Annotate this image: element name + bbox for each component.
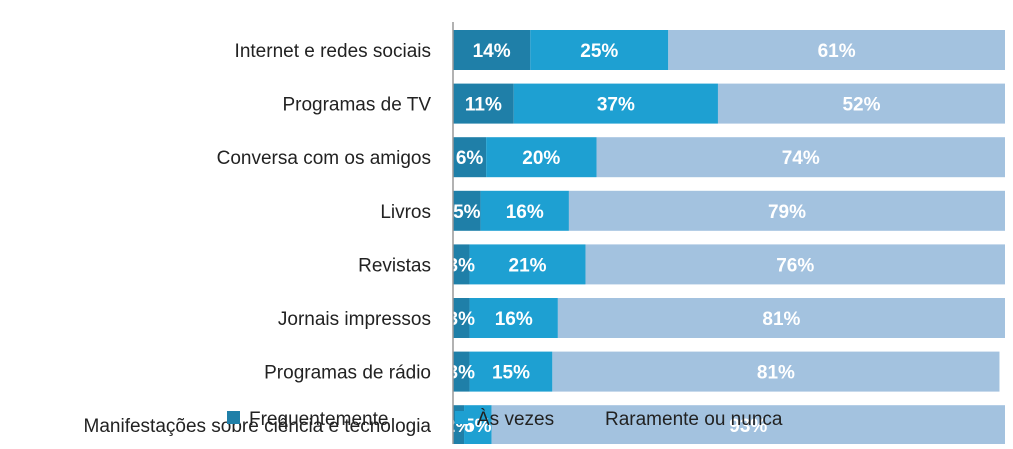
legend-item: Às vezes xyxy=(455,409,554,430)
data-label: 81% xyxy=(757,363,795,384)
legend-item: Frequentemente xyxy=(227,409,388,430)
data-label: 93% xyxy=(729,416,767,437)
data-label: 76% xyxy=(776,255,814,276)
legend-swatch xyxy=(583,411,596,424)
data-label: 25% xyxy=(580,41,618,62)
category-label: Revistas xyxy=(358,255,431,276)
category-label: Programas de rádio xyxy=(264,363,431,384)
bar-segment xyxy=(513,83,718,124)
bar-segment xyxy=(453,244,470,285)
bar-segment xyxy=(464,405,492,446)
bar-segment xyxy=(469,351,553,392)
bar-segment xyxy=(453,405,465,446)
bar-segment xyxy=(668,30,1005,70)
data-label: 3% xyxy=(448,255,476,276)
bar-segment xyxy=(453,83,514,124)
bar-segment xyxy=(557,298,1005,338)
data-label: 16% xyxy=(506,202,544,223)
bar-segment xyxy=(453,137,487,178)
category-label: Programas de TV xyxy=(282,95,431,116)
data-label: 81% xyxy=(762,309,800,330)
legend-swatch xyxy=(455,411,468,424)
bar-segment xyxy=(596,137,1005,178)
bar-segment xyxy=(469,298,558,338)
legend-swatch xyxy=(227,411,240,424)
data-label: 74% xyxy=(782,148,820,169)
data-label: 5% xyxy=(453,202,481,223)
category-label: Internet e redes sociais xyxy=(235,41,431,62)
bar-segment xyxy=(453,30,531,70)
bar-segment xyxy=(530,30,669,70)
bars-group: 14% 25% 61% 11% 37% 52% 6% 20% 74% 5% 16% 79% 3% 21% 7… xyxy=(445,30,1005,446)
category-label: Manifestações sobre ciência e tecnologia xyxy=(84,416,432,437)
bar-segment xyxy=(585,244,1005,285)
data-label: 5% xyxy=(464,416,492,437)
legend-label: Às vezes xyxy=(477,409,554,430)
legend: Frequentemente Às vezes Raramente ou nunca xyxy=(227,409,783,430)
data-label: 16% xyxy=(495,309,533,330)
legend-label: Raramente ou nunca xyxy=(605,409,783,430)
category-labels: Internet e redes sociais Programas de TV C… xyxy=(84,41,432,437)
legend-label: Frequentemente xyxy=(249,409,388,430)
data-label: 79% xyxy=(768,202,806,223)
data-label: 14% xyxy=(473,41,511,62)
data-label: 15% xyxy=(492,363,530,384)
bar-segment xyxy=(469,244,586,285)
category-label: Livros xyxy=(380,202,431,223)
data-label: 61% xyxy=(818,41,856,62)
legend-item: Raramente ou nunca xyxy=(583,409,783,430)
data-label: 37% xyxy=(597,95,635,116)
bar-segment xyxy=(717,83,1005,124)
data-label: 3% xyxy=(448,363,476,384)
bar-segment xyxy=(453,190,481,231)
bar-segment xyxy=(568,190,1005,231)
data-label: 52% xyxy=(842,95,880,116)
data-label: 3% xyxy=(448,309,476,330)
bar-segment xyxy=(453,298,470,338)
bar-segment xyxy=(480,190,569,231)
category-label: Jornais impressos xyxy=(278,309,431,330)
category-label: Conversa com os amigos xyxy=(217,148,431,169)
bar-segment xyxy=(453,351,470,392)
data-label: 20% xyxy=(522,148,560,169)
data-label: 6% xyxy=(456,148,484,169)
bar-segment xyxy=(552,351,1000,392)
bar-segment xyxy=(491,405,1005,446)
data-label: 11% xyxy=(465,95,502,116)
bar-segment xyxy=(486,137,597,178)
data-label: 21% xyxy=(509,255,547,276)
